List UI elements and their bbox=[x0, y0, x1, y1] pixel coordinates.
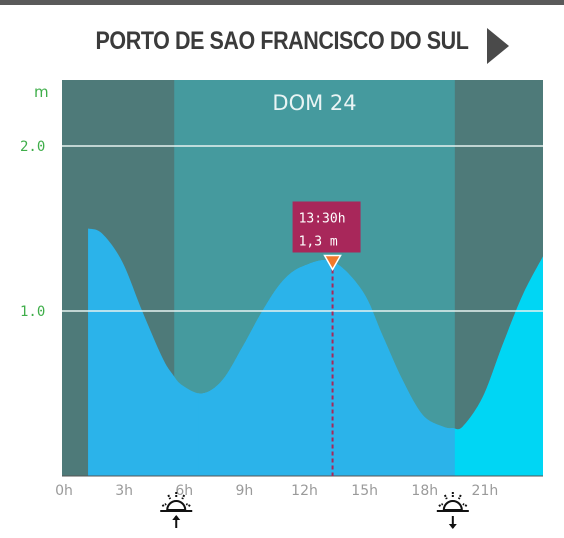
day-label: DOM 24 bbox=[272, 91, 356, 115]
sunset-icon bbox=[437, 492, 469, 529]
x-tick-label: 9h bbox=[235, 483, 253, 499]
tooltip-time: 13:30h bbox=[299, 212, 346, 227]
y-tick-label: 2.0 bbox=[20, 139, 45, 155]
x-tick-label: 0h bbox=[55, 483, 73, 499]
highlight-tooltip: 13:30h 1,3 m bbox=[293, 202, 361, 253]
x-tick-label: 21h bbox=[472, 483, 499, 499]
x-tick-label: 15h bbox=[351, 483, 378, 499]
y-tick-label: 1.0 bbox=[20, 304, 45, 320]
tooltip-height: 1,3 m bbox=[299, 235, 338, 250]
x-tick-label: 3h bbox=[115, 483, 133, 499]
y-axis-label: m bbox=[34, 83, 49, 101]
x-tick-label: 12h bbox=[291, 483, 318, 499]
x-tick-label: 18h bbox=[411, 483, 438, 499]
